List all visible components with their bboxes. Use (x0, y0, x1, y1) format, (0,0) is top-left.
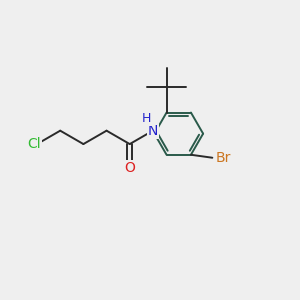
Text: N: N (148, 124, 158, 138)
Text: Cl: Cl (27, 137, 41, 151)
Text: Br: Br (216, 151, 231, 165)
Text: H: H (142, 112, 151, 125)
Text: O: O (124, 161, 135, 175)
